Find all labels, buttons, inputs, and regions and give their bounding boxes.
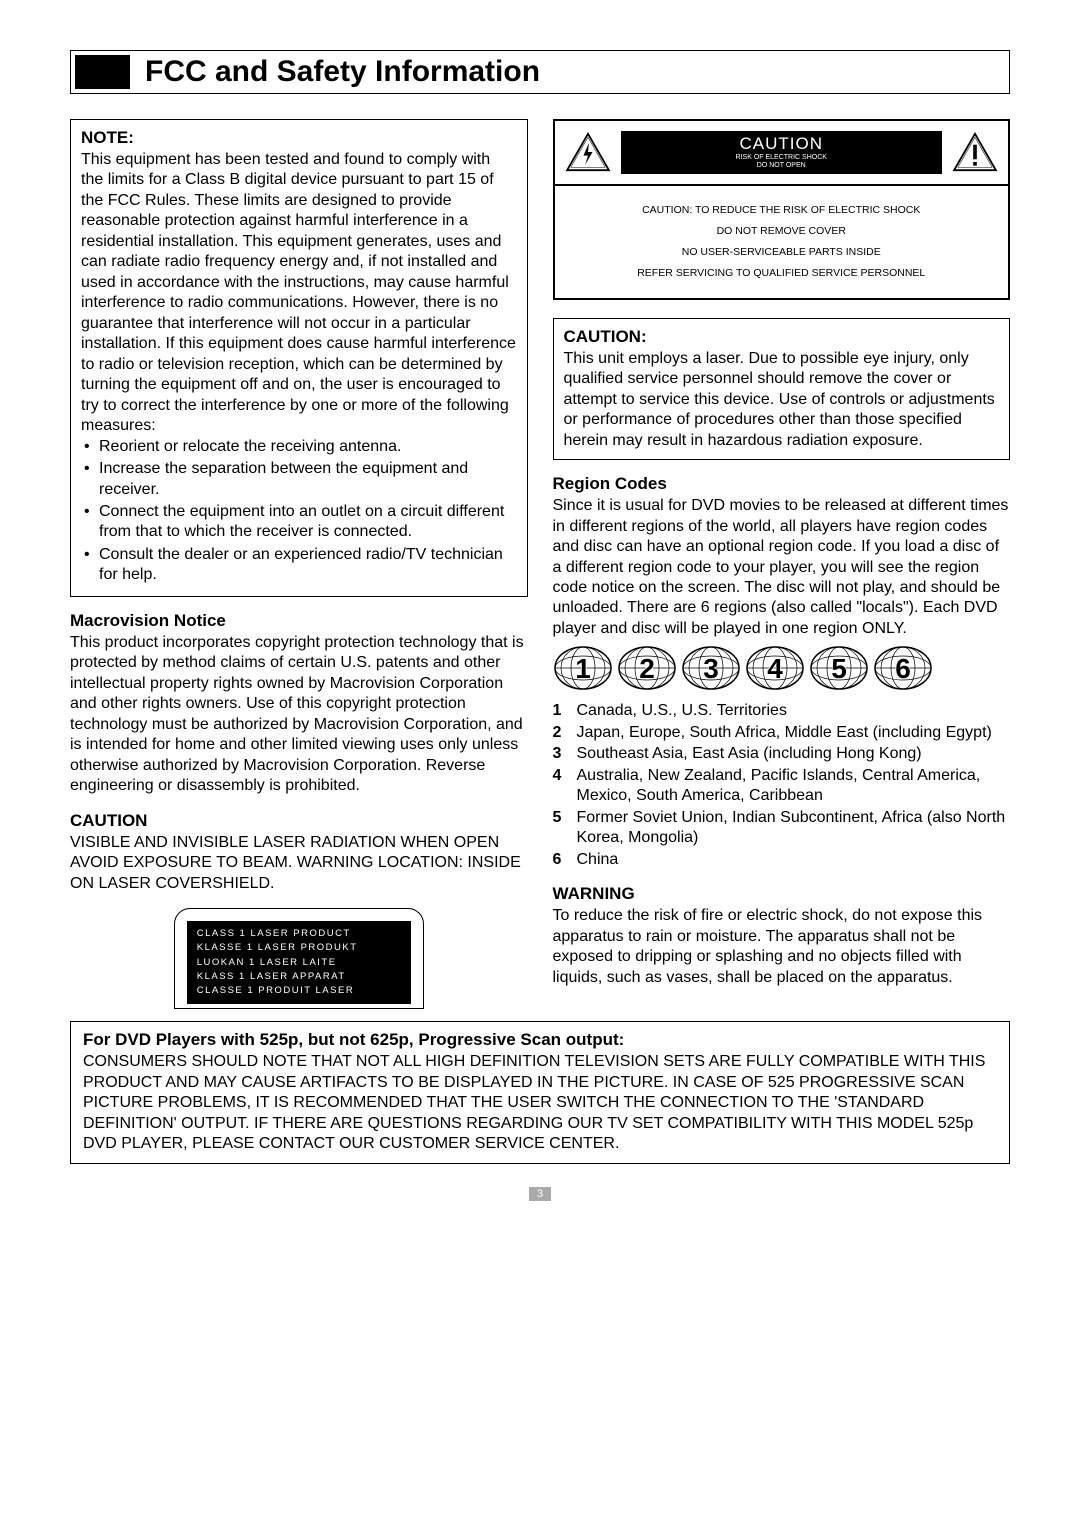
list-item: Consult the dealer or an experienced rad… xyxy=(99,545,517,586)
right-column: CAUTION RISK OF ELECTRIC SHOCK DO NOT OP… xyxy=(553,119,1011,1009)
region-text: Southeast Asia, East Asia (including Hon… xyxy=(577,744,922,764)
region-5-icon: 5 xyxy=(809,645,869,691)
region-6-icon: 6 xyxy=(873,645,933,691)
list-item: 6China xyxy=(553,850,1011,870)
laser-label-inner: CLASS 1 LASER PRODUCT KLASSE 1 LASER PRO… xyxy=(187,921,411,1004)
list-item: 4Australia, New Zealand, Pacific Islands… xyxy=(553,766,1011,807)
region-section: Region Codes Since it is usual for DVD m… xyxy=(553,474,1011,870)
caution-line: DO NOT REMOVE COVER xyxy=(563,221,1001,242)
region-heading: Region Codes xyxy=(553,474,1011,494)
note-bullets: Reorient or relocate the receiving anten… xyxy=(81,437,517,586)
caution-sub1: RISK OF ELECTRIC SHOCK xyxy=(625,154,939,162)
exclamation-triangle-icon xyxy=(952,132,998,172)
list-item: 3Southeast Asia, East Asia (including Ho… xyxy=(553,744,1011,764)
region-icons-row: 1 2 3 4 5 6 xyxy=(553,645,1011,691)
region-1-icon: 1 xyxy=(553,645,613,691)
bottom-body: CONSUMERS SHOULD NOTE THAT NOT ALL HIGH … xyxy=(83,1052,997,1154)
warning-body: To reduce the risk of fire or electric s… xyxy=(553,906,1011,988)
svg-text:1: 1 xyxy=(575,653,591,684)
list-item: 5Former Soviet Union, Indian Subcontinen… xyxy=(553,808,1011,849)
caution-laser-section: CAUTION VISIBLE AND INVISIBLE LASER RADI… xyxy=(70,811,528,894)
region-body: Since it is usual for DVD movies to be r… xyxy=(553,496,1011,639)
caution-panel-text: CAUTION: TO REDUCE THE RISK OF ELECTRIC … xyxy=(555,186,1009,298)
page-number: 3 xyxy=(70,1184,1010,1202)
caution-panel-top: CAUTION RISK OF ELECTRIC SHOCK DO NOT OP… xyxy=(555,121,1009,186)
warning-section: WARNING To reduce the risk of fire or el… xyxy=(553,884,1011,988)
page-number-badge: 3 xyxy=(529,1187,551,1201)
caution-unit-box: CAUTION: This unit employs a laser. Due … xyxy=(553,318,1011,460)
note-heading: NOTE: xyxy=(81,128,517,148)
laser-line: CLASSE 1 PRODUIT LASER xyxy=(197,984,401,998)
list-item: 1Canada, U.S., U.S. Territories xyxy=(553,701,1011,721)
region-3-icon: 3 xyxy=(681,645,741,691)
bottom-heading: For DVD Players with 525p, but not 625p,… xyxy=(83,1030,997,1050)
laser-class-label: CLASS 1 LASER PRODUCT KLASSE 1 LASER PRO… xyxy=(174,908,424,1009)
macrovision-heading: Macrovision Notice xyxy=(70,611,528,631)
content-columns: NOTE: This equipment has been tested and… xyxy=(70,119,1010,1009)
caution-sub2: DO NOT OPEN xyxy=(625,162,939,170)
lightning-triangle-icon xyxy=(565,132,611,172)
caution-unit-body: This unit employs a laser. Due to possib… xyxy=(564,349,1000,451)
title-bar: FCC and Safety Information xyxy=(70,50,1010,94)
svg-text:2: 2 xyxy=(639,653,655,684)
svg-text:3: 3 xyxy=(703,653,719,684)
svg-text:4: 4 xyxy=(767,653,783,684)
caution-line: CAUTION: TO REDUCE THE RISK OF ELECTRIC … xyxy=(563,200,1001,221)
title-block xyxy=(75,55,130,89)
note-body: This equipment has been tested and found… xyxy=(81,150,517,437)
list-item: Connect the equipment into an outlet on … xyxy=(99,502,517,543)
caution-unit-heading: CAUTION: xyxy=(564,327,1000,347)
macrovision-body: This product incorporates copyright prot… xyxy=(70,633,528,797)
region-text: Former Soviet Union, Indian Subcontinent… xyxy=(577,808,1011,849)
laser-line: LUOKAN 1 LASER LAITE xyxy=(197,956,401,970)
region-2-icon: 2 xyxy=(617,645,677,691)
caution-line: NO USER-SERVICEABLE PARTS INSIDE xyxy=(563,242,1001,263)
caution-title: CAUTION xyxy=(625,134,939,154)
region-text: Japan, Europe, South Africa, Middle East… xyxy=(577,723,992,743)
region-text: Canada, U.S., U.S. Territories xyxy=(577,701,787,721)
list-item: Reorient or relocate the receiving anten… xyxy=(99,437,517,457)
caution-laser-body: VISIBLE AND INVISIBLE LASER RADIATION WH… xyxy=(70,833,528,894)
bottom-box: For DVD Players with 525p, but not 625p,… xyxy=(70,1021,1010,1163)
caution-panel: CAUTION RISK OF ELECTRIC SHOCK DO NOT OP… xyxy=(553,119,1011,300)
region-4-icon: 4 xyxy=(745,645,805,691)
caution-laser-heading: CAUTION xyxy=(70,811,528,831)
left-column: NOTE: This equipment has been tested and… xyxy=(70,119,528,1009)
laser-line: KLASSE 1 LASER PRODUKT xyxy=(197,941,401,955)
list-item: 2Japan, Europe, South Africa, Middle Eas… xyxy=(553,723,1011,743)
laser-line: CLASS 1 LASER PRODUCT xyxy=(197,927,401,941)
svg-text:6: 6 xyxy=(895,653,911,684)
list-item: Increase the separation between the equi… xyxy=(99,459,517,500)
macrovision-section: Macrovision Notice This product incorpor… xyxy=(70,611,528,797)
warning-heading: WARNING xyxy=(553,884,1011,904)
page-title: FCC and Safety Information xyxy=(145,55,540,89)
caution-center-label: CAUTION RISK OF ELECTRIC SHOCK DO NOT OP… xyxy=(621,131,943,174)
region-text: China xyxy=(577,850,619,870)
region-text: Australia, New Zealand, Pacific Islands,… xyxy=(577,766,1011,807)
laser-line: KLASS 1 LASER APPARAT xyxy=(197,970,401,984)
caution-line: REFER SERVICING TO QUALIFIED SERVICE PER… xyxy=(563,263,1001,284)
svg-text:5: 5 xyxy=(831,653,847,684)
region-list: 1Canada, U.S., U.S. Territories 2Japan, … xyxy=(553,701,1011,870)
note-box: NOTE: This equipment has been tested and… xyxy=(70,119,528,597)
